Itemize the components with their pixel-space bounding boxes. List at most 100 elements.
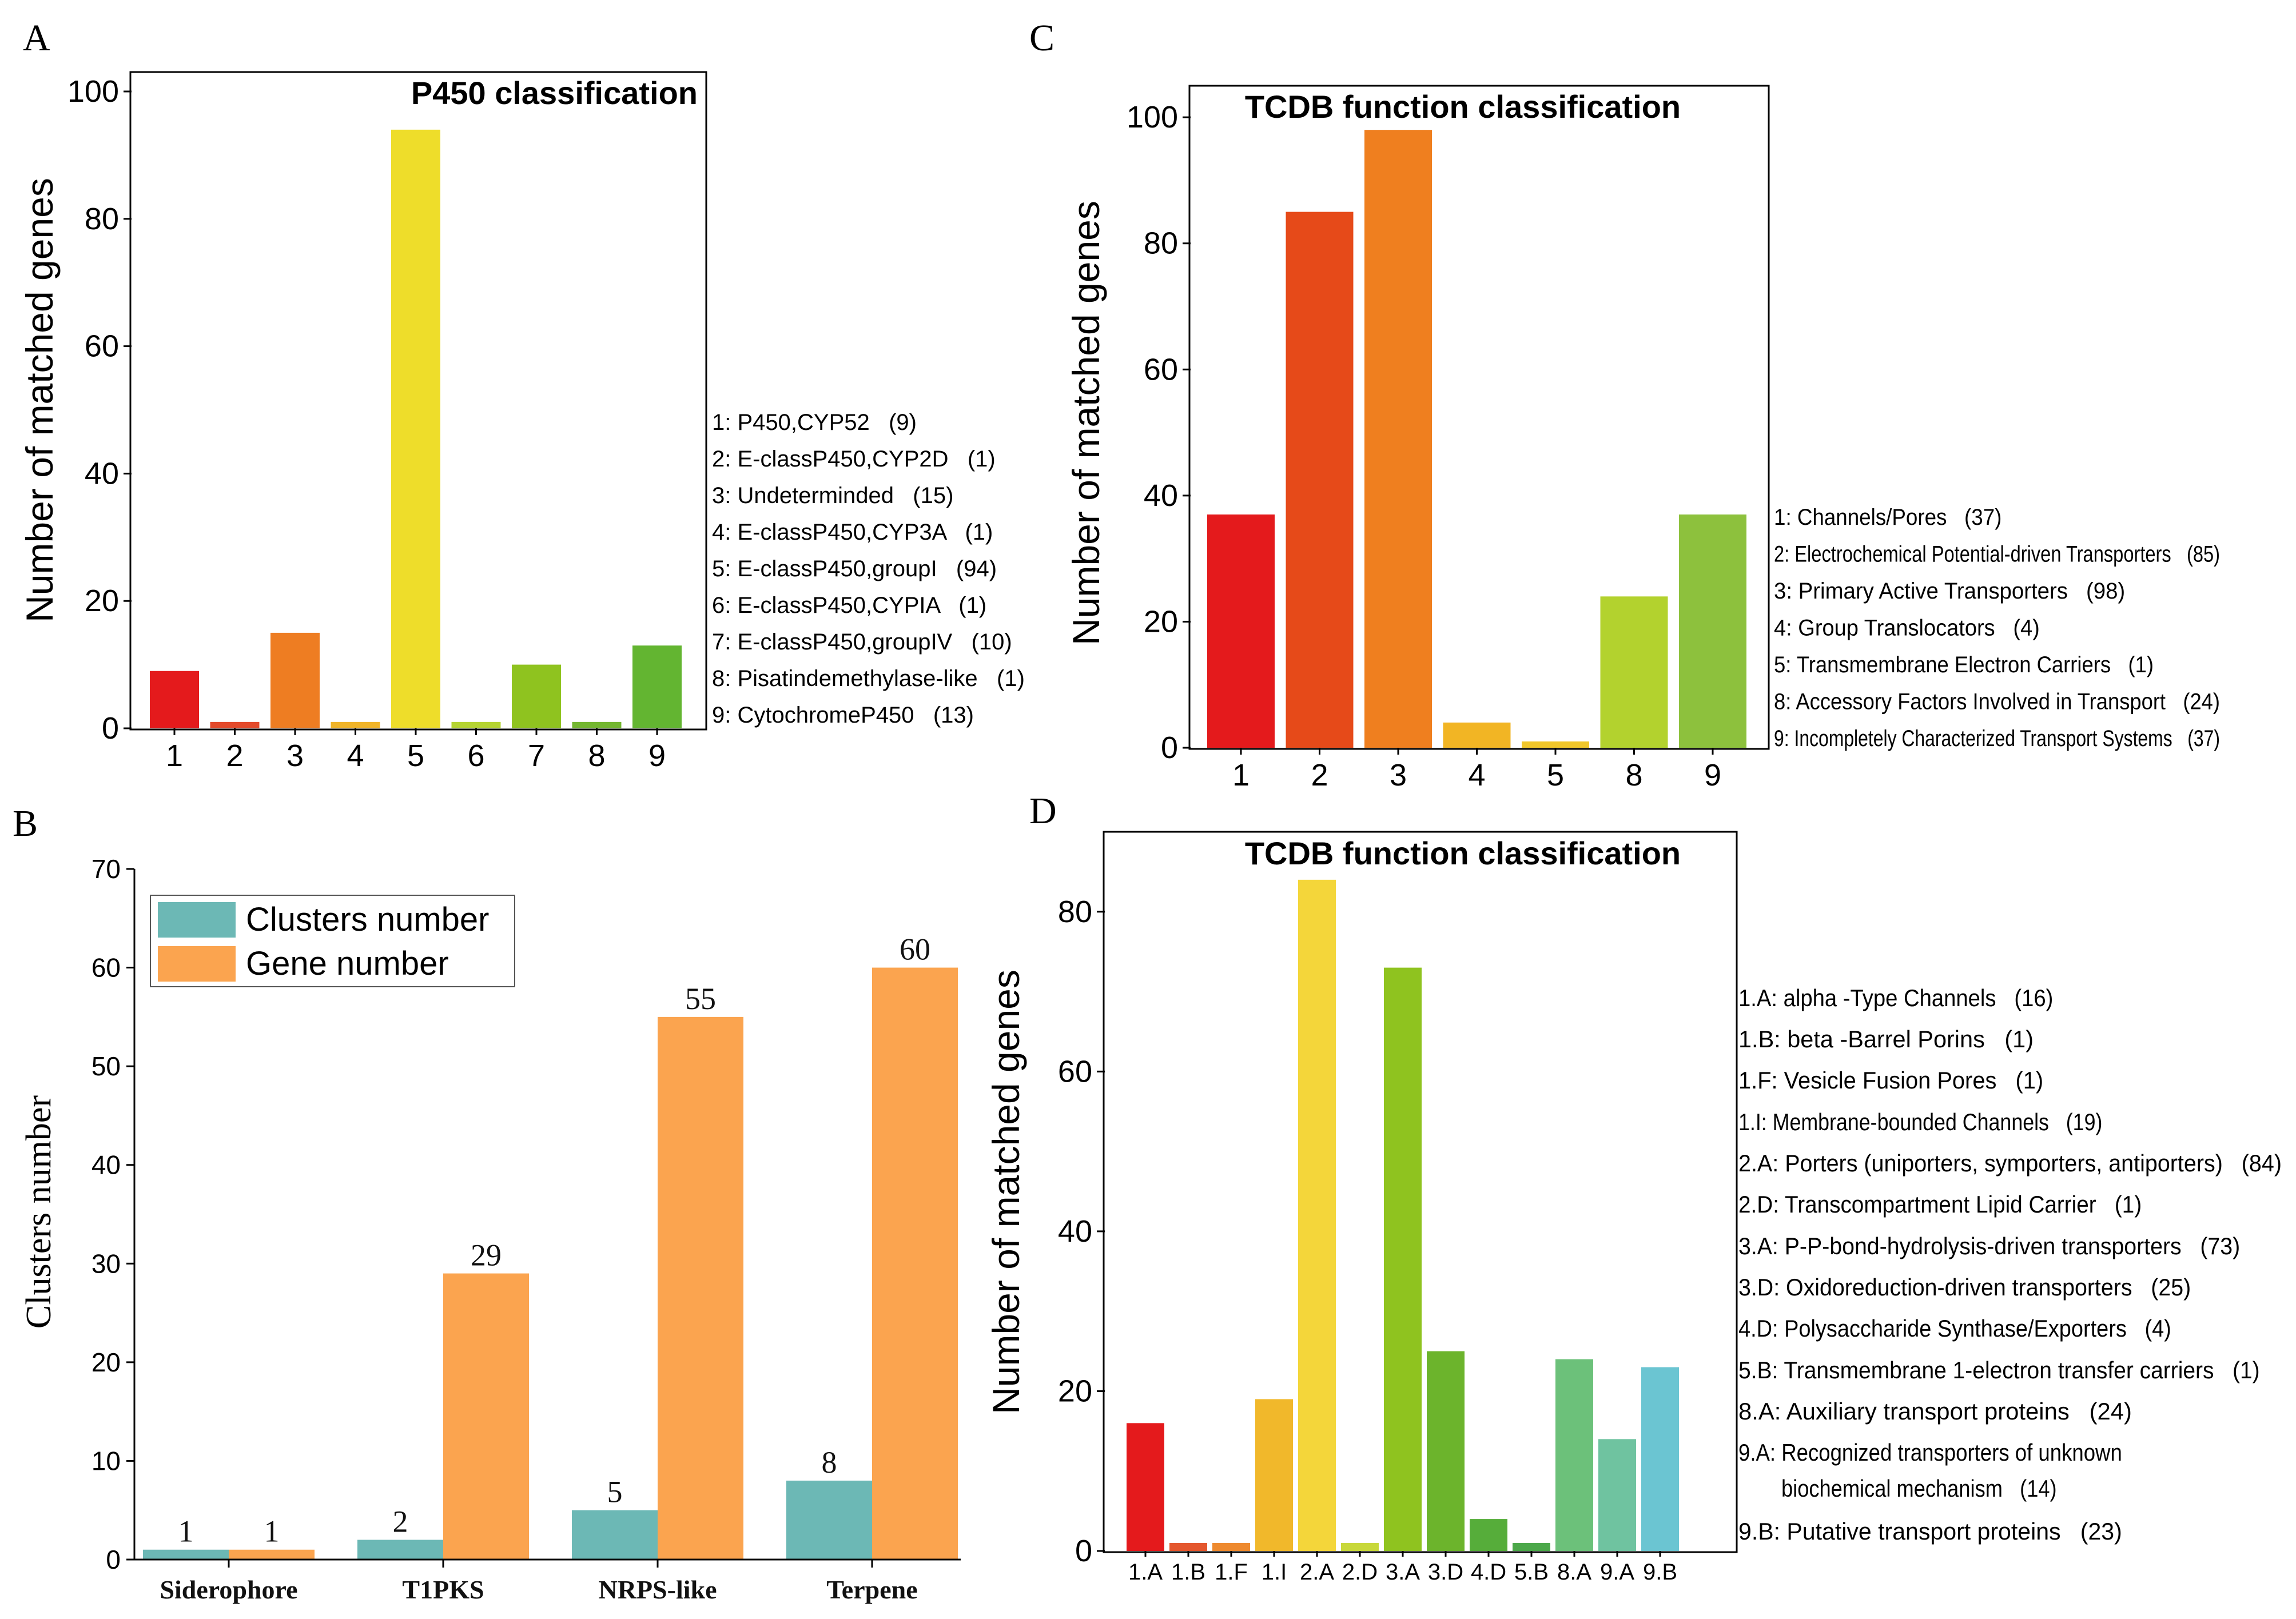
panel-c-title: TCDB function classification xyxy=(1245,89,1681,125)
panel-c-ytick-label: 100 xyxy=(1127,100,1178,134)
panel-d-plot: 0 20 40 60 80 1.A 1.B 1.F 1.I 2.A 2.D 3.A 3.D 4.D 5.B 8… xyxy=(1058,879,1679,1585)
panel-a-xtick-label: 2 xyxy=(226,739,243,773)
panel-a-bar xyxy=(512,664,561,728)
panel-a-letter: A xyxy=(23,17,50,59)
panel-d-ytick-label: 0 xyxy=(1075,1534,1092,1568)
panel-d-xtick-label: 3.A xyxy=(1386,1560,1420,1585)
panel-c-bar xyxy=(1364,130,1432,748)
panel-c-legend-entry: 3: Primary Active Transporters (98) xyxy=(1774,579,2125,604)
panel-b-bar-clusters xyxy=(572,1510,658,1560)
panel-d-legend-entry: 1.I: Membrane-bounded Channels (19) xyxy=(1738,1108,2102,1135)
panel-d-bar xyxy=(1470,1519,1507,1551)
panel-b-legend-swatch-genes xyxy=(158,946,236,982)
panel-b-value-label: 29 xyxy=(471,1238,502,1273)
panel-a-legend-entry: 2: E-classP450,CYP2D (1) xyxy=(712,446,996,472)
panel-a-ytick-label: 0 xyxy=(102,711,119,745)
panel-b-value-label: 1 xyxy=(264,1514,280,1549)
panel-b-legend-label-genes: Gene number xyxy=(246,945,449,982)
panel-b-ytick-label: 20 xyxy=(91,1347,121,1377)
panel-a-legend-entry: 3: Undeterminded (15) xyxy=(712,483,953,508)
panel-b-ytick-label: 50 xyxy=(91,1051,121,1081)
panel-c-ylabel: Number of matched genes xyxy=(1065,201,1107,645)
panel-a-legend-entry: 1: P450,CYP52 (9) xyxy=(712,410,917,435)
panel-d-bar xyxy=(1212,1543,1250,1551)
panel-b-ytick-label: 30 xyxy=(91,1249,121,1278)
panel-a-bar xyxy=(150,671,199,728)
panel-c-bar xyxy=(1443,722,1511,748)
panel-b-plot: 0 10 20 30 40 50 60 70 Siderophore 1 1 T1PKS 2 29 NRPS… xyxy=(91,854,958,1604)
panel-b-ytick-label: 70 xyxy=(91,854,121,884)
panel-d-xtick-label: 9.B xyxy=(1643,1560,1677,1585)
panel-d-legend-entry: biochemical mechanism (14) xyxy=(1781,1475,2057,1502)
panel-c-xtick-label: 5 xyxy=(1547,758,1564,792)
panel-a-xtick-label: 5 xyxy=(407,739,424,773)
panel-d-xtick-label: 5.B xyxy=(1514,1560,1549,1585)
panel-c-xtick-label: 1 xyxy=(1232,758,1250,792)
panel-a-legend-entry: 5: E-classP450,groupI (94) xyxy=(712,556,997,581)
panel-d-bar xyxy=(1427,1351,1465,1551)
panel-a-xtick-label: 3 xyxy=(286,739,304,773)
panel-d-legend-entry: 9.A: Recognized transporters of unknown xyxy=(1738,1439,2122,1466)
panel-a-frame xyxy=(129,71,707,731)
panel-c-legend-entry: 5: Transmembrane Electron Carriers (1) xyxy=(1774,652,2154,677)
panel-b-value-label: 1 xyxy=(178,1514,194,1549)
panel-b-bar-genes xyxy=(872,967,958,1560)
panel-d-xtick-label: 9.A xyxy=(1600,1560,1634,1585)
panel-b-bar-genes xyxy=(443,1273,529,1560)
panel-c-xtick-label: 3 xyxy=(1390,758,1407,792)
panel-b-bar-clusters xyxy=(786,1480,872,1560)
panel-d-legend-entry: 1.F: Vesicle Fusion Pores (1) xyxy=(1738,1067,2043,1094)
panel-d-legend: 1.A: alpha -Type Channels (16) 1.B: beta … xyxy=(1738,984,2282,1545)
panel-b-letter: B xyxy=(13,803,38,844)
panel-a-xtick-label: 6 xyxy=(467,739,484,773)
panel-a-ylabel: Number of matched genes xyxy=(18,178,61,623)
panel-c-bar xyxy=(1522,741,1589,748)
panel-c-ytick-label: 20 xyxy=(1144,604,1178,639)
panel-b-legend-label-clusters: Clusters number xyxy=(246,901,489,938)
panel-b-value-label: 8 xyxy=(822,1445,837,1480)
panel-d-xtick-label: 8.A xyxy=(1557,1560,1591,1585)
panel-d-xtick-label: 2.A xyxy=(1300,1560,1334,1585)
panel-b-category-label: Siderophore xyxy=(160,1575,297,1604)
panel-b-value-label: 60 xyxy=(900,932,930,967)
panel-a-bar xyxy=(632,645,682,728)
panel-b-value-label: 5 xyxy=(607,1475,623,1509)
panel-a-bar xyxy=(210,721,260,728)
panel-b-ytick-label: 0 xyxy=(106,1545,121,1574)
panel-c-legend: 1: Channels/Pores (37) 2: Electrochemical… xyxy=(1774,505,2220,751)
panel-b-legend-swatch-clusters xyxy=(158,902,236,938)
panel-a-bar xyxy=(270,632,320,728)
panel-d-xtick-label: 2.D xyxy=(1342,1560,1378,1585)
panel-b-bar-genes xyxy=(658,1016,743,1560)
panel-c-frame xyxy=(1188,85,1770,750)
panel-d-bar xyxy=(1598,1439,1636,1551)
panel-a-bar xyxy=(451,721,501,728)
panel-d-letter: D xyxy=(1029,790,1057,832)
panel-c-xtick-label: 8 xyxy=(1625,758,1642,792)
panel-a-xtick-label: 4 xyxy=(347,739,364,773)
panel-a-legend-entry: 9: CytochromeP450 (13) xyxy=(712,703,974,728)
panel-a-xtick-label: 9 xyxy=(648,739,666,773)
panel-a-legend: 1: P450,CYP52 (9) 2: E-classP450,CYP2D (1… xyxy=(712,410,1025,728)
panel-c-letter: C xyxy=(1029,17,1055,59)
panel-d-ylabel: Number of matched genes xyxy=(985,970,1027,1414)
panel-a-ytick-label: 60 xyxy=(85,329,119,364)
panel-c-ytick-label: 0 xyxy=(1161,731,1178,765)
panel-a-legend-entry: 6: E-classP450,CYPIA (1) xyxy=(712,593,986,618)
panel-a-legend-entry: 8: Pisatindemethylase-like (1) xyxy=(712,666,1025,691)
panel-c-plot: 0 20 40 60 80 100 1 2 3 4 5 8 9 xyxy=(1127,100,1746,792)
panel-c-legend-entry: 2: Electrochemical Potential-driven Tran… xyxy=(1774,542,2220,567)
panel-d-bar xyxy=(1341,1543,1379,1551)
panel-d-xtick-label: 3.D xyxy=(1428,1560,1463,1585)
panel-c-ytick-label: 60 xyxy=(1144,352,1178,386)
panel-a-ytick-label: 80 xyxy=(85,202,119,236)
panel-d-legend-entry: 1.A: alpha -Type Channels (16) xyxy=(1738,984,2053,1011)
panel-b-ytick-label: 40 xyxy=(91,1150,121,1180)
panel-c-xtick-label: 4 xyxy=(1468,758,1485,792)
panel-d-ytick-label: 20 xyxy=(1058,1374,1092,1408)
panel-c-xtick-label: 9 xyxy=(1704,758,1721,792)
panel-a-ytick-label: 20 xyxy=(85,584,119,618)
panel-d-bar xyxy=(1641,1367,1679,1551)
panel-d-bar xyxy=(1127,1423,1164,1551)
